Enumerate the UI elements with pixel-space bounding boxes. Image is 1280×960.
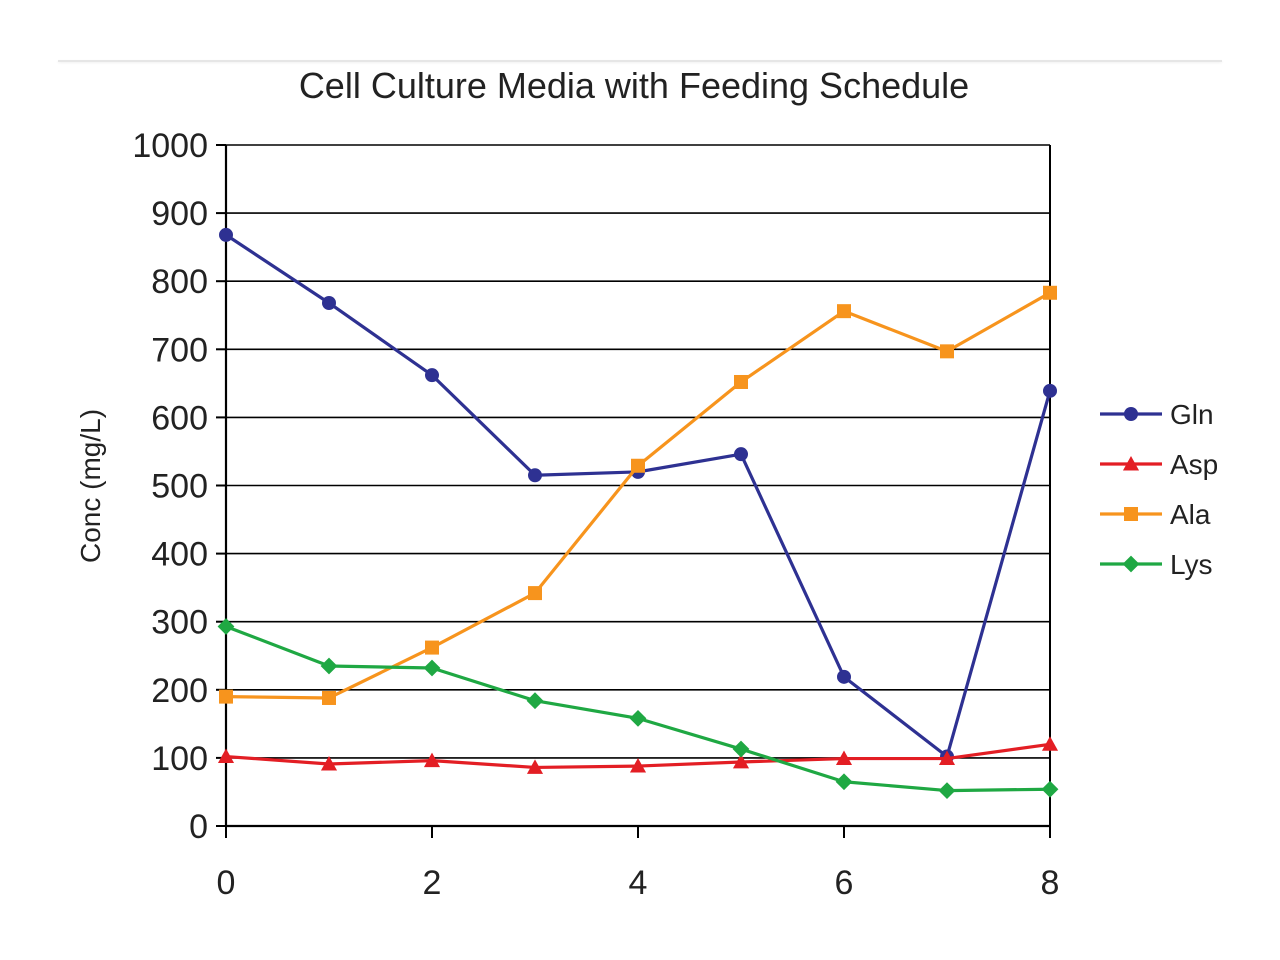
data-point-ala-5 [734,374,748,389]
data-point-lys-7 [938,782,956,799]
y-tick-label-0: 0 [189,808,208,846]
series-gln [219,227,1057,764]
data-point-ala-8 [1043,285,1057,300]
legend-label-ala: Ala [1170,499,1211,530]
y-tick-label-400: 400 [151,536,208,574]
y-tick-label-200: 200 [151,672,208,710]
series-line-ala [225,291,1051,700]
top-divider [58,60,1222,62]
data-point-asp-1 [320,755,338,771]
data-point-lys-2 [423,659,441,677]
data-point-ala-7 [940,344,954,359]
y-tick-label-500: 500 [151,468,208,506]
data-point-ala-2 [425,640,439,655]
x-tick-label-6: 6 [835,864,854,902]
legend-item-lys: Lys [1100,549,1213,580]
data-point-ala-4 [631,458,645,473]
data-point-asp-4 [629,758,647,773]
data-point-lys-6 [835,773,853,791]
data-point-ala-6 [837,304,851,319]
data-point-gln-6 [837,669,851,684]
y-axis-label: Conc (mg/L) [75,409,106,563]
data-point-gln-1 [322,295,336,310]
data-point-lys-8 [1041,780,1059,798]
x-tick-label-8: 8 [1041,864,1060,902]
data-point-lys-0 [217,618,235,635]
legend-item-ala: Ala [1100,499,1211,530]
data-point-asp-7 [938,750,956,766]
x-tick-label-4: 4 [629,864,648,902]
legend-item-asp: Asp [1100,449,1218,480]
legend-item-gln: Gln [1100,399,1214,430]
series-line-gln [225,233,1052,759]
x-tick-label-2: 2 [423,864,442,902]
series-ala [219,285,1057,705]
data-point-lys-3 [526,692,544,710]
data-point-lys-5 [732,740,750,758]
y-tick-label-100: 100 [151,740,208,778]
data-point-gln-5 [734,447,748,462]
data-point-asp-2 [423,752,441,768]
axes [216,144,1051,838]
data-point-gln-3 [528,468,542,483]
x-tick-label-0: 0 [217,864,236,902]
series-lys [217,618,1059,799]
data-point-asp-3 [526,759,544,774]
y-tick-label-800: 800 [151,263,208,301]
data-point-gln-0 [219,227,233,242]
legend-marker-gln [1124,407,1138,421]
series-lines [217,227,1059,799]
y-tick-label-900: 900 [151,195,208,233]
data-point-gln-8 [1043,383,1057,398]
data-point-lys-1 [320,657,338,675]
legend-marker-asp [1122,455,1140,471]
chart-title: Cell Culture Media with Feeding Schedule [299,65,969,106]
y-tick-label-700: 700 [151,331,208,369]
y-tick-label-1000: 1000 [132,127,208,165]
y-tick-label-600: 600 [151,399,208,437]
legend: Gln Asp Ala Lys [1100,399,1218,580]
data-point-ala-0 [219,689,233,704]
legend-label-asp: Asp [1170,449,1218,480]
series-asp [217,736,1059,774]
legend-label-gln: Gln [1170,399,1214,430]
legend-label-lys: Lys [1170,549,1213,580]
data-point-asp-5 [732,753,750,769]
data-point-lys-4 [629,710,647,727]
data-point-ala-3 [528,586,542,601]
legend-marker-lys [1122,555,1140,573]
data-point-asp-6 [835,750,853,766]
legend-marker-ala [1124,507,1138,521]
data-point-ala-1 [322,690,336,705]
tick-labels: 0 100 200 300 400 500 600 700 800 900 1000 0 2 4 6 8 [132,127,1059,902]
data-point-asp-0 [217,748,235,763]
data-point-gln-2 [425,368,439,383]
data-point-asp-8 [1041,736,1059,751]
y-tick-label-300: 300 [151,604,208,642]
